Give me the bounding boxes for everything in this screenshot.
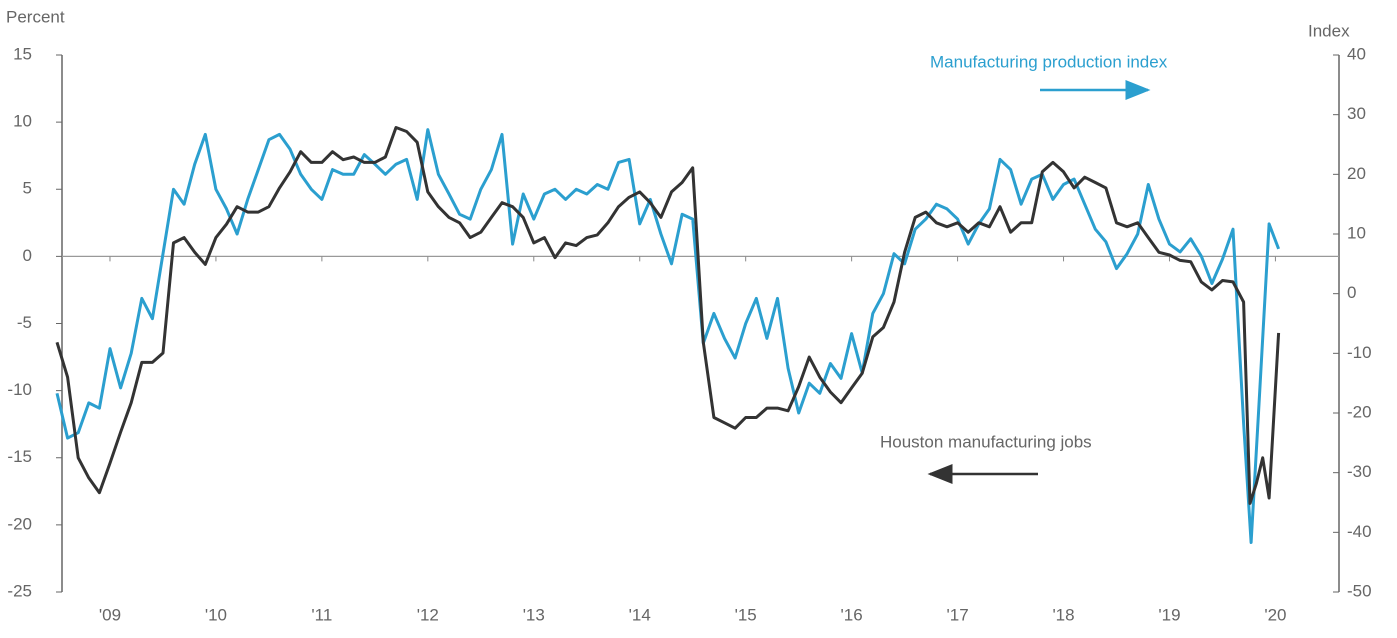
x-tick-label: '12	[417, 605, 439, 624]
x-tick-label: '16	[841, 605, 863, 624]
y-tick-label: 10	[13, 112, 32, 131]
y2-tick-label: 30	[1347, 104, 1366, 123]
y2-tick-label: 10	[1347, 223, 1366, 242]
series-line	[55, 126, 1281, 505]
y-tick-label: -25	[7, 581, 32, 600]
y2-tick-label: -40	[1347, 522, 1372, 541]
y-tick-label: -20	[7, 514, 32, 533]
series-line	[55, 128, 1281, 544]
x-tick-label: '15	[735, 605, 757, 624]
x-tick-label: '20	[1264, 605, 1286, 624]
y2-tick-label: -50	[1347, 581, 1372, 600]
series-annotation: Manufacturing production index	[930, 52, 1168, 71]
x-tick-label: '19	[1158, 605, 1180, 624]
y-tick-label: 15	[13, 44, 32, 63]
y2-tick-label: 40	[1347, 44, 1366, 63]
x-tick-label: '10	[205, 605, 227, 624]
x-tick-label: '11	[311, 605, 332, 624]
y-tick-label: -5	[17, 313, 32, 332]
y2-tick-label: -20	[1347, 402, 1372, 421]
y-axis-label: Percent	[6, 7, 65, 26]
y2-tick-label: 0	[1347, 283, 1356, 302]
y-tick-label: 0	[23, 246, 32, 265]
y2-tick-label: 20	[1347, 164, 1366, 183]
y-tick-label: -15	[7, 447, 32, 466]
x-tick-label: '14	[629, 605, 651, 624]
y-tick-label: 5	[23, 179, 32, 198]
x-tick-label: '18	[1052, 605, 1074, 624]
y2-axis-label: Index	[1308, 21, 1350, 40]
x-tick-label: '17	[947, 605, 969, 624]
x-tick-label: '09	[99, 605, 121, 624]
y-tick-label: -10	[7, 380, 32, 399]
y2-tick-label: -10	[1347, 343, 1372, 362]
series-annotation: Houston manufacturing jobs	[880, 432, 1092, 451]
y2-tick-label: -30	[1347, 462, 1372, 481]
x-tick-label: '13	[523, 605, 545, 624]
